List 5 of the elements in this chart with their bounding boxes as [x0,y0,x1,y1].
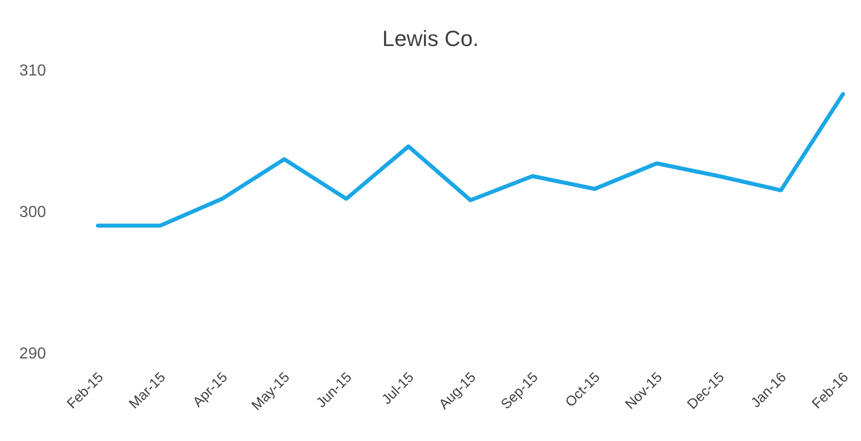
y-tick-label: 290 [19,346,46,363]
chart-title: Lewis Co. [382,26,479,51]
line-series [96,92,845,228]
y-tick-label: 310 [19,62,46,80]
y-tick-label: 300 [19,204,46,222]
